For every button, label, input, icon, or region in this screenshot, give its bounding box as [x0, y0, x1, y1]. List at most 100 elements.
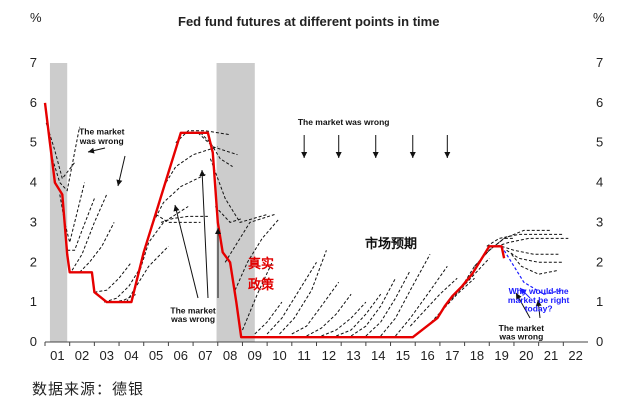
axes: 0 01 12 23 34 45 56 67 701 02 03 04 05 06 07 08 09 10 11 12…: [30, 55, 603, 363]
x-tick-label-10: 11: [297, 348, 311, 363]
y-tick-label-left-6: 6: [30, 95, 37, 110]
futures-curve-6: [94, 261, 132, 293]
x-tick-label-15: 16: [420, 348, 434, 363]
futures-curve-12: [163, 146, 218, 187]
chinese-labels: 真实 政策 市场预期: [248, 236, 417, 293]
futures-curve-15: [200, 132, 233, 168]
futures-curve-blue: [501, 245, 564, 295]
x-tick-label-14: 15: [396, 348, 410, 363]
arrow-mid-a-head: [173, 205, 180, 212]
futures-curve-18: [209, 158, 268, 223]
futures-curve-26: [291, 281, 340, 335]
y-tick-label-left-0: 0: [30, 334, 37, 349]
x-tick-label-17: 18: [470, 348, 484, 363]
actual-policy-label-line2: 政策: [248, 277, 275, 293]
futures-curve-42: [506, 249, 564, 263]
x-tick-label-6: 07: [198, 348, 212, 363]
x-tick-label-18: 19: [494, 348, 508, 363]
futures-curve-25: [279, 250, 327, 335]
annotation-text-2: The market was wrong: [298, 117, 390, 127]
futures-curve-31: [365, 270, 411, 337]
y-unit-right: %: [593, 10, 605, 25]
x-tick-label-21: 22: [568, 348, 582, 363]
y-tick-label-right-3: 3: [596, 214, 603, 229]
y-tick-label-left-1: 1: [30, 294, 37, 309]
annotation-text-1: was wrong: [79, 136, 124, 146]
futures-curve-4: [71, 194, 108, 271]
annotation-text-3: The market: [170, 305, 216, 315]
x-tick-label-7: 08: [223, 348, 237, 363]
arrow-mid-b: [201, 169, 209, 299]
futures-curve-24: [266, 262, 317, 335]
futures-curve-39: [486, 233, 564, 247]
annotation-text-4: was wrong: [170, 314, 215, 324]
futures-curve-35: [427, 277, 475, 327]
arrow-early-down-head: [116, 179, 123, 186]
x-tick-label-12: 13: [346, 348, 360, 363]
futures-curve-5: [79, 222, 115, 273]
arrow-late-b-head: [535, 300, 542, 307]
futures-curve-21: [234, 218, 280, 291]
x-tick-label-20: 21: [544, 348, 558, 363]
down-arrow-3-head: [409, 152, 416, 158]
actual-policy-label-line1: 真实: [248, 256, 274, 272]
actual-rate-line: [43, 102, 506, 339]
annotation-blue-text-1: market be right: [508, 295, 570, 305]
source-note: 数据来源：德银: [32, 380, 145, 398]
x-tick-label-9: 10: [272, 348, 286, 363]
futures-curve-30: [350, 277, 396, 337]
y-tick-label-left-3: 3: [30, 214, 37, 229]
futures-curve-1: [51, 126, 81, 192]
futures-curve-8: [114, 293, 137, 303]
futures-curve-34: [409, 277, 458, 327]
y-tick-label-right-0: 0: [596, 334, 603, 349]
arrow-blue-head: [520, 288, 527, 295]
y-tick-label-right-5: 5: [596, 135, 603, 150]
chart-title: Fed fund futures at different points in …: [178, 14, 439, 29]
futures-curve-20: [224, 214, 275, 263]
futures-curve-3: [67, 198, 95, 251]
x-tick-label-2: 03: [99, 348, 113, 363]
futures-curve-9: [125, 245, 169, 303]
futures-curve-19: [214, 206, 243, 223]
y-tick-label-left-5: 5: [30, 135, 37, 150]
y-tick-label-right-7: 7: [596, 55, 603, 70]
market-expectation-label: 市场预期: [365, 236, 417, 252]
y-tick-label-left-2: 2: [30, 254, 37, 269]
x-tick-label-5: 06: [174, 348, 188, 363]
annotation-blue-text-0: Why would the: [509, 286, 569, 296]
x-tick-label-13: 14: [371, 348, 385, 363]
y-tick-label-right-6: 6: [596, 95, 603, 110]
futures-curve-32: [380, 254, 431, 337]
recession-bands: [49, 63, 255, 342]
futures-curve-23: [254, 301, 283, 335]
futures-curve-13: [175, 130, 231, 144]
futures-curve-28: [321, 301, 367, 337]
x-tick-label-8: 09: [248, 348, 262, 363]
futures-curve-17: [160, 215, 208, 223]
x-tick-label-3: 04: [124, 348, 138, 363]
annotation-arrows: [87, 135, 542, 319]
futures-curve-43: [511, 253, 559, 275]
annotation-blue-text-2: today?: [525, 304, 553, 314]
x-tick-label-19: 20: [519, 348, 533, 363]
futures-curve-7: [104, 270, 140, 303]
futures-curve-27: [306, 293, 352, 337]
actual-rate-series: [43, 102, 506, 339]
arrow-late-a-head: [516, 293, 522, 300]
recession-band-0: [49, 63, 68, 342]
annotation-text-6: was wrong: [498, 332, 543, 342]
futures-curve-29: [336, 293, 382, 337]
futures-curve-38: [474, 229, 551, 267]
y-tick-label-right-2: 2: [596, 254, 603, 269]
arrow-mid-c-head: [215, 228, 221, 234]
futures-curve-41: [501, 245, 559, 255]
annotation-text-0: The market: [79, 127, 125, 137]
down-arrow-1-head: [335, 152, 342, 158]
futures-curve-10: [138, 206, 189, 275]
down-arrow-4-head: [444, 152, 451, 158]
x-tick-label-4: 05: [149, 348, 163, 363]
x-tick-label-11: 12: [322, 348, 336, 363]
futures-curve-33: [395, 266, 448, 337]
